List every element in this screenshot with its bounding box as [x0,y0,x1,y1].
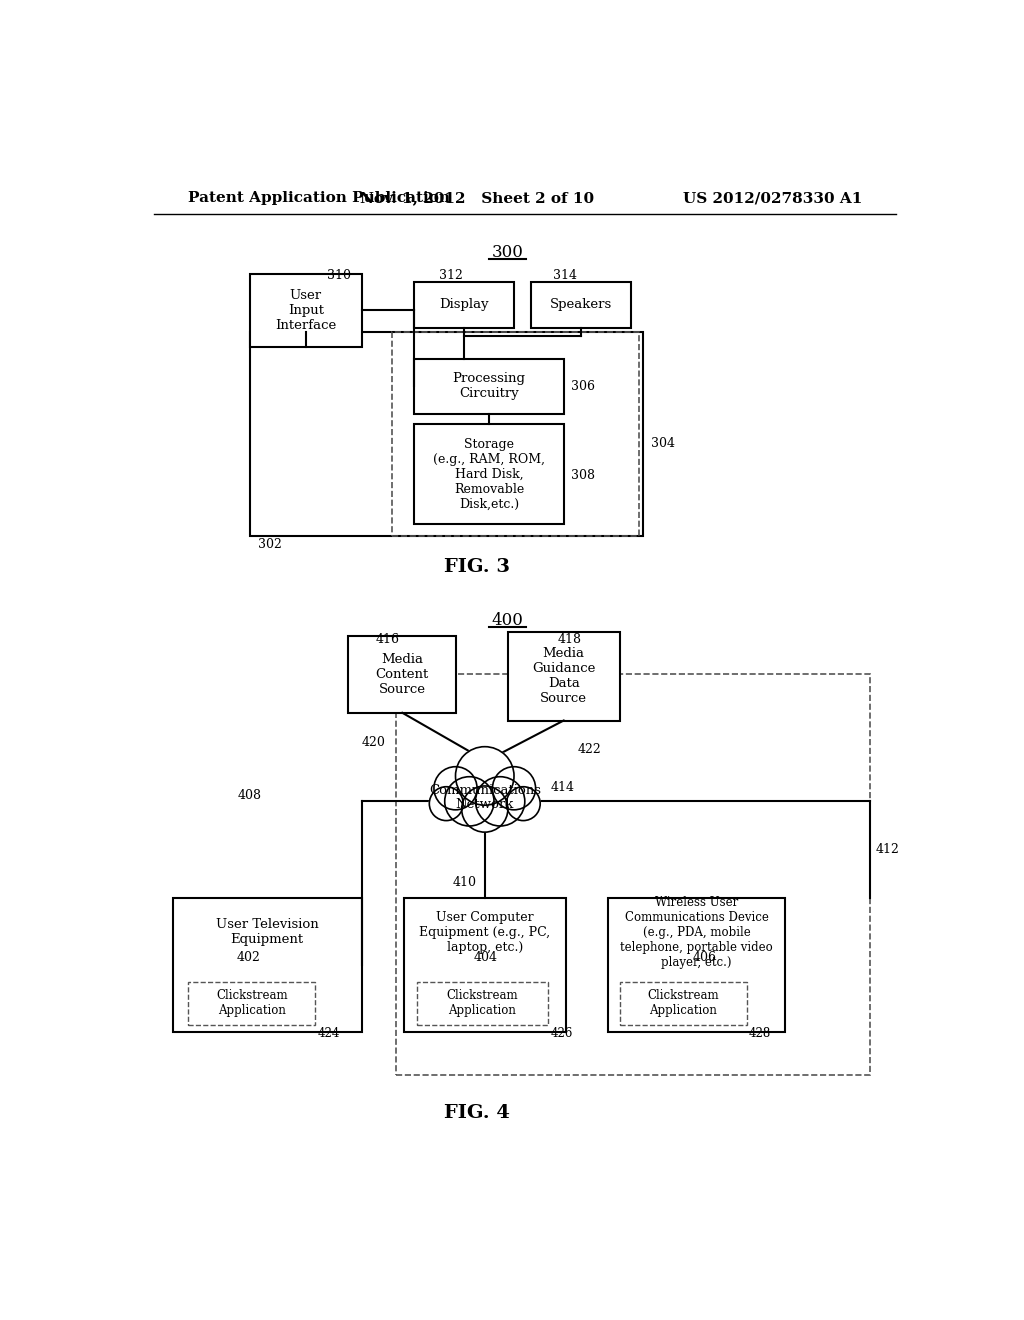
Text: Communications
Network: Communications Network [429,784,541,812]
Bar [348,636,457,713]
Text: User Television
Equipment: User Television Equipment [216,919,318,946]
Text: User Computer
Equipment (e.g., PC,
laptop, etc.): User Computer Equipment (e.g., PC, lapto… [419,911,550,954]
Text: FIG. 4: FIG. 4 [444,1105,510,1122]
Text: 414: 414 [550,781,574,795]
Text: Display: Display [439,298,488,312]
Bar [414,424,564,524]
Bar [392,331,639,536]
Circle shape [506,787,541,821]
Bar [508,632,620,721]
Text: Media
Content
Source: Media Content Source [376,653,429,696]
Circle shape [444,776,494,826]
Text: 426: 426 [550,1027,572,1040]
Text: 306: 306 [571,380,595,393]
Text: Media
Guidance
Data
Source: Media Guidance Data Source [532,647,595,705]
Circle shape [456,747,514,805]
Text: Speakers: Speakers [550,298,612,312]
Text: Wireless User
Communications Device
(e.g., PDA, mobile
telephone, portable video: Wireless User Communications Device (e.g… [621,896,773,969]
Text: 424: 424 [317,1027,340,1040]
Text: 418: 418 [558,634,582,647]
Text: 302: 302 [258,539,282,552]
Text: 312: 312 [438,269,463,282]
Bar [417,982,548,1024]
Bar [173,898,361,1032]
Bar [531,281,631,327]
Bar [188,982,315,1024]
Text: 402: 402 [237,952,261,964]
Bar [250,275,361,347]
Text: 422: 422 [578,743,601,756]
Text: Patent Application Publication: Patent Application Publication [188,191,451,206]
Text: 400: 400 [492,612,524,628]
Text: 420: 420 [361,735,385,748]
Text: 314: 314 [553,269,577,282]
Circle shape [429,787,463,821]
Circle shape [493,767,536,809]
Bar [414,359,564,414]
Circle shape [434,767,477,809]
Bar [608,898,785,1032]
Text: 310: 310 [327,269,351,282]
Text: Clickstream
Application: Clickstream Application [446,990,518,1018]
Text: Clickstream
Application: Clickstream Application [216,990,288,1018]
Bar [396,675,869,1074]
Bar [620,982,746,1024]
Text: 406: 406 [692,952,717,964]
Bar [250,331,643,536]
Text: Processing
Circuitry: Processing Circuitry [453,372,525,400]
Text: FIG. 3: FIG. 3 [444,557,510,576]
Text: 404: 404 [473,952,498,964]
Circle shape [462,785,508,832]
Bar [414,281,514,327]
Bar [403,898,565,1032]
Text: 300: 300 [492,244,524,261]
Text: 308: 308 [571,469,595,482]
Text: Storage
(e.g., RAM, ROM,
Hard Disk,
Removable
Disk,etc.): Storage (e.g., RAM, ROM, Hard Disk, Remo… [433,438,545,511]
Text: 412: 412 [876,843,900,855]
Text: 410: 410 [453,875,477,888]
Text: User
Input
Interface: User Input Interface [275,289,336,331]
Text: US 2012/0278330 A1: US 2012/0278330 A1 [683,191,862,206]
Text: 416: 416 [376,634,399,647]
Text: 304: 304 [651,437,675,450]
Text: 428: 428 [749,1027,771,1040]
Text: Nov. 1, 2012   Sheet 2 of 10: Nov. 1, 2012 Sheet 2 of 10 [360,191,594,206]
Circle shape [475,776,525,826]
Text: Clickstream
Application: Clickstream Application [647,990,719,1018]
Text: 408: 408 [238,788,261,801]
